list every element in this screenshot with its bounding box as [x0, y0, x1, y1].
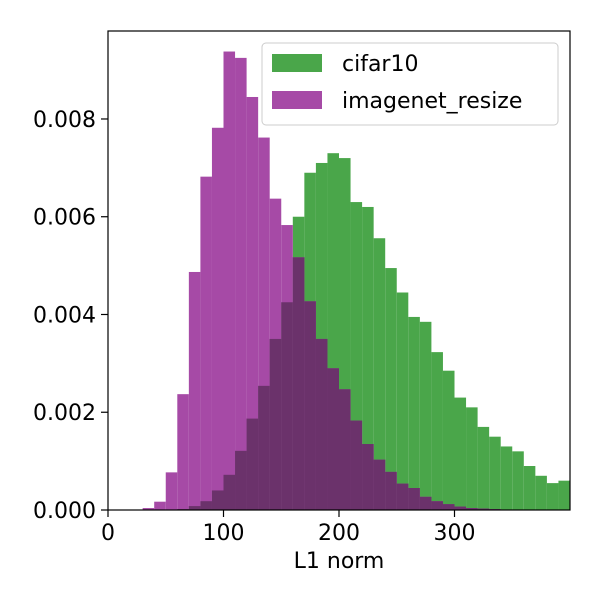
bar-imagenet-resize-4 — [188, 271, 201, 510]
bar-overlap-8 — [235, 450, 247, 510]
legend-swatch-imagenet-resize — [272, 91, 322, 109]
x-tick-label: 200 — [318, 521, 360, 546]
legend-label-imagenet-resize: imagenet_resize — [342, 89, 522, 114]
bar-cifar10-27 — [454, 397, 467, 510]
bar-overlap-4 — [188, 506, 201, 510]
bars-layer — [142, 51, 600, 510]
bar-cifar10-15 — [315, 162, 328, 510]
bar-overlap-20 — [373, 459, 386, 510]
bar-cifar10-32 — [512, 451, 524, 510]
bar-imagenet-resize-0 — [142, 508, 155, 510]
legend-label-cifar10: cifar10 — [342, 52, 418, 77]
bar-cifar10-33 — [523, 466, 536, 510]
bar-cifar10-31 — [500, 446, 513, 510]
bar-imagenet-resize-5 — [200, 176, 212, 510]
bar-cifar10-17 — [339, 158, 351, 510]
bar-cifar10-22 — [396, 292, 409, 510]
bar-cifar10-35 — [546, 483, 559, 510]
x-tick-label: 100 — [203, 521, 245, 546]
bar-imagenet-resize-3 — [177, 394, 189, 510]
legend-box — [261, 42, 559, 126]
bar-overlap-17 — [339, 389, 351, 510]
bar-overlap-11 — [269, 338, 282, 510]
bar-overlap-15 — [315, 338, 328, 510]
bar-overlap-6 — [211, 490, 224, 510]
bar-overlap-21 — [385, 471, 397, 510]
bar-cifar10-21 — [385, 268, 397, 510]
bar-imagenet-resize-2 — [165, 472, 178, 510]
bar-overlap-19 — [362, 444, 374, 510]
bar-cifar10-20 — [373, 238, 386, 510]
bar-cifar10-16 — [327, 153, 339, 510]
y-tick-label: 0.004 — [33, 303, 96, 328]
legend-swatch-cifar10 — [272, 54, 322, 72]
y-tick-label: 0.002 — [33, 401, 96, 426]
bar-overlap-12 — [281, 302, 293, 510]
bar-overlap-10 — [258, 385, 270, 510]
bar-overlap-7 — [223, 474, 236, 510]
bar-overlap-25 — [431, 501, 443, 510]
bar-overlap-5 — [200, 501, 212, 510]
x-tick-label: 0 — [101, 521, 115, 546]
bar-imagenet-resize-6 — [211, 127, 224, 510]
bar-overlap-23 — [408, 488, 420, 510]
bar-cifar10-34 — [535, 475, 547, 510]
bar-overlap-16 — [327, 368, 339, 510]
bar-cifar10-39 — [593, 490, 600, 510]
legend: cifar10 imagenet_resize — [261, 42, 559, 126]
bar-cifar10-28 — [466, 407, 478, 510]
bar-cifar10-38 — [582, 481, 594, 510]
y-tick-label: 0.006 — [33, 206, 96, 231]
bar-overlap-28 — [466, 508, 478, 510]
bar-overlap-18 — [350, 420, 363, 510]
y-tick-label: 0.008 — [33, 108, 96, 133]
bar-overlap-27 — [454, 506, 467, 510]
x-axis-label: L1 norm — [294, 549, 385, 574]
bar-cifar10-18 — [350, 202, 363, 510]
bar-imagenet-resize-10 — [258, 137, 270, 510]
bar-overlap-13 — [292, 257, 305, 510]
bar-cifar10-23 — [408, 316, 420, 510]
bar-cifar10-19 — [362, 206, 374, 510]
bar-cifar10-24 — [419, 321, 432, 510]
bar-imagenet-resize-8 — [235, 57, 247, 510]
bar-cifar10-36 — [558, 480, 570, 510]
bar-cifar10-37 — [570, 490, 582, 510]
bar-overlap-9 — [246, 418, 259, 510]
bar-overlap-24 — [419, 496, 432, 510]
bar-overlap-29 — [477, 508, 490, 510]
bar-cifar10-29 — [477, 426, 490, 510]
x-axis: 0 100 200 300 — [101, 510, 476, 546]
bar-overlap-26 — [442, 504, 455, 510]
bar-imagenet-resize-1 — [154, 501, 166, 510]
bar-overlap-14 — [304, 301, 316, 510]
bar-overlap-22 — [396, 483, 409, 510]
bar-imagenet-resize-9 — [246, 96, 259, 510]
bar-imagenet-resize-7 — [223, 51, 236, 510]
x-tick-label: 300 — [434, 521, 476, 546]
y-tick-label: 0.000 — [33, 499, 96, 524]
bar-cifar10-30 — [489, 436, 501, 510]
y-axis: 0.000 0.002 0.004 0.006 0.008 — [33, 108, 108, 524]
bar-cifar10-26 — [442, 370, 455, 510]
bar-cifar10-25 — [431, 352, 443, 510]
